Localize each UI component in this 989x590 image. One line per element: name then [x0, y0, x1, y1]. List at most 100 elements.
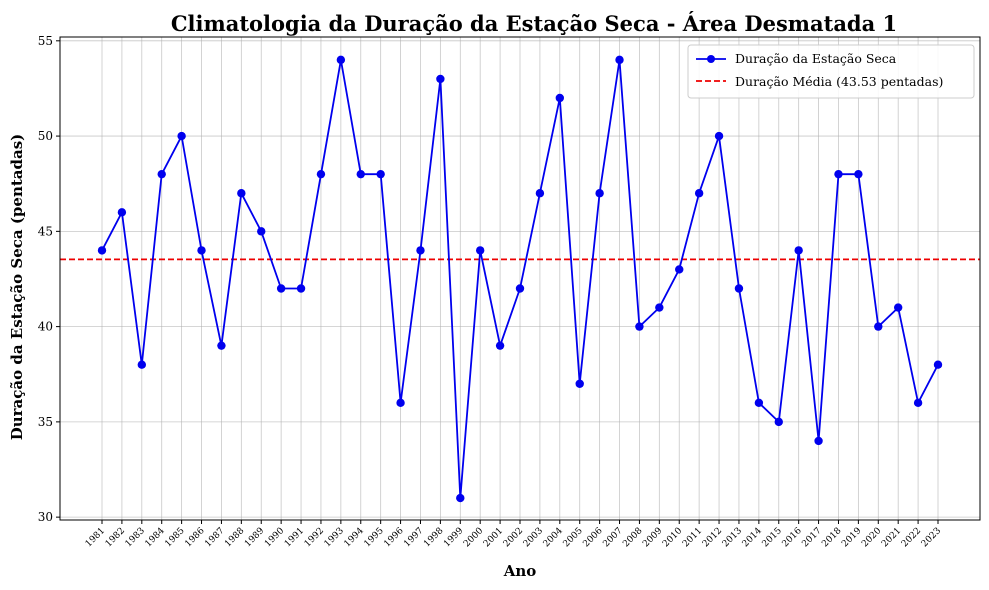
y-tick-label: 35 [38, 415, 53, 429]
data-point [694, 189, 704, 198]
x-tick-label: 2000 [462, 526, 485, 549]
x-tick-label: 1992 [303, 526, 326, 549]
x-tick-label: 1991 [283, 526, 306, 549]
data-point [774, 417, 783, 427]
x-tick-label: 1995 [363, 526, 386, 549]
x-tick-label: 2010 [661, 526, 684, 549]
x-tick-label: 2022 [900, 526, 923, 549]
x-tick-label: 1999 [442, 526, 465, 549]
x-tick-label: 2004 [542, 526, 565, 549]
data-point [276, 284, 286, 293]
data-point [316, 169, 326, 179]
x-tick-label: 1985 [163, 526, 186, 549]
data-point [794, 246, 803, 255]
x-tick-label: 1982 [104, 526, 127, 549]
data-point [595, 189, 604, 198]
data-point [933, 360, 943, 369]
chart-title: Climatologia da Duração da Estação Seca … [171, 11, 897, 36]
x-tick-label: 2013 [721, 526, 744, 549]
x-tick-label: 2011 [681, 526, 704, 549]
data-point [336, 55, 346, 65]
data-point [475, 246, 485, 255]
y-tick-label: 40 [38, 320, 53, 334]
x-tick-label: 2001 [482, 526, 505, 549]
x-tick-label: 2002 [502, 526, 525, 549]
x-tick-label: 2006 [581, 526, 604, 549]
data-point [675, 265, 684, 274]
x-tick-label: 1989 [243, 526, 266, 549]
x-tick-label: 2023 [920, 526, 943, 549]
data-point [893, 303, 903, 312]
data-point [575, 379, 584, 388]
y-tick-label: 30 [38, 510, 53, 524]
y-tick-label: 50 [38, 129, 53, 143]
data-point [197, 246, 206, 255]
data-point [177, 131, 186, 141]
x-axis-ticks: 1981198219831984198519861987198819891990… [84, 520, 943, 549]
data-point [376, 169, 385, 179]
legend-box [687, 44, 975, 99]
data-point [615, 55, 624, 65]
data-point [356, 169, 365, 179]
x-tick-label: 2007 [601, 526, 624, 549]
data-point [456, 493, 465, 503]
data-point [296, 284, 306, 293]
y-axis-label: Duração da Estação Seca (pentadas) [8, 134, 26, 441]
data-point [396, 398, 405, 408]
data-point [416, 246, 425, 255]
data-point [814, 436, 823, 446]
x-axis-label: Ano [503, 562, 537, 580]
legend: Duração da Estação Seca Duração Média (4… [687, 44, 975, 99]
data-point [555, 93, 565, 103]
x-tick-label: 2009 [641, 526, 664, 549]
data-point [714, 131, 724, 141]
x-tick-label: 2008 [621, 526, 644, 549]
data-point [217, 341, 226, 350]
x-tick-label: 2003 [522, 526, 545, 549]
x-tick-label: 2019 [840, 526, 863, 549]
data-point [495, 341, 505, 350]
data-point [874, 322, 883, 331]
x-tick-label: 1994 [343, 526, 366, 549]
data-point [515, 284, 525, 293]
data-point [754, 398, 764, 408]
x-tick-label: 2012 [701, 526, 724, 549]
y-tick-label: 55 [38, 34, 53, 48]
x-tick-label: 1990 [263, 526, 286, 549]
data-point [117, 208, 127, 217]
x-tick-label: 1998 [422, 526, 445, 549]
grid-lines [60, 37, 980, 520]
x-tick-label: 2020 [860, 526, 883, 549]
x-tick-label: 2016 [781, 526, 804, 549]
x-tick-label: 1988 [223, 526, 246, 549]
data-point [734, 284, 744, 293]
data-point [436, 74, 445, 84]
x-tick-label: 2017 [800, 526, 823, 549]
data-point [635, 322, 644, 331]
legend-series-label: Duração da Estação Seca [735, 51, 897, 66]
x-tick-label: 1987 [203, 526, 226, 549]
x-tick-label: 2018 [820, 526, 843, 549]
x-tick-label: 1984 [144, 526, 167, 549]
x-tick-label: 1996 [382, 526, 405, 549]
series-line [97, 55, 943, 503]
data-point [257, 227, 266, 236]
x-tick-label: 2005 [562, 526, 585, 549]
x-tick-label: 1993 [323, 526, 346, 549]
data-point [854, 169, 863, 179]
x-tick-label: 1986 [183, 526, 206, 549]
x-tick-label: 1997 [402, 526, 425, 549]
x-tick-label: 2014 [741, 526, 764, 549]
data-point [655, 303, 664, 312]
data-point [157, 169, 166, 179]
data-point [535, 189, 545, 198]
x-tick-label: 1981 [84, 526, 107, 549]
data-point [834, 169, 843, 179]
legend-mean-label: Duração Média (43.53 pentadas) [735, 74, 943, 89]
data-point [97, 246, 107, 255]
legend-series-swatch-marker [707, 55, 715, 63]
data-point [913, 398, 923, 408]
y-tick-label: 45 [38, 224, 53, 238]
x-tick-label: 2021 [880, 526, 903, 549]
